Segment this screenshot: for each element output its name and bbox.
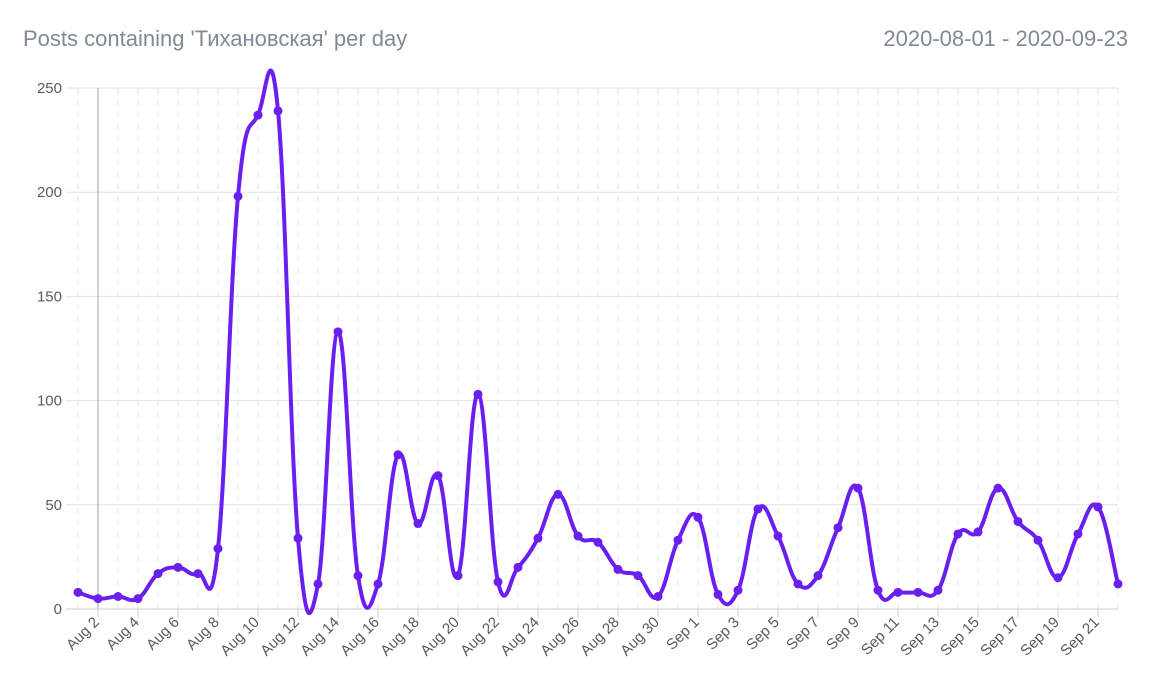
x-tick-label: Sep 7 (783, 614, 823, 654)
x-tick-label: Aug 26 (537, 614, 583, 660)
data-point[interactable] (353, 571, 363, 581)
data-point[interactable] (473, 389, 483, 399)
x-tick-label: Sep 21 (1057, 614, 1103, 660)
y-tick-label: 50 (45, 497, 62, 514)
data-point[interactable] (1013, 516, 1023, 526)
data-point[interactable] (413, 519, 423, 529)
x-tick-label: Sep 3 (703, 614, 743, 654)
data-point[interactable] (813, 571, 823, 581)
data-point[interactable] (433, 471, 443, 481)
x-tick-label: Sep 11 (858, 614, 903, 659)
x-tick-label: Aug 4 (103, 614, 143, 654)
x-tick-label: Sep 1 (663, 614, 703, 654)
data-point[interactable] (653, 591, 663, 601)
data-point[interactable] (633, 571, 643, 581)
data-point[interactable] (593, 537, 603, 547)
data-point[interactable] (253, 110, 263, 120)
x-tick-label: Aug 18 (377, 614, 423, 660)
data-point[interactable] (533, 533, 543, 543)
data-point[interactable] (273, 106, 283, 116)
x-tick-label: Sep 15 (937, 614, 983, 660)
x-tick-label: Sep 13 (897, 614, 943, 660)
data-point[interactable] (553, 489, 563, 499)
data-point[interactable] (753, 504, 763, 514)
y-tick-label: 200 (37, 184, 62, 201)
data-point[interactable] (693, 512, 703, 522)
data-point[interactable] (153, 569, 163, 579)
x-tick-label: Aug 16 (337, 614, 383, 660)
y-tick-label: 250 (37, 80, 62, 97)
data-point[interactable] (213, 544, 223, 554)
y-tick-label: 150 (37, 288, 62, 305)
data-point[interactable] (113, 591, 123, 601)
x-tick-label: Sep 19 (1017, 614, 1063, 660)
data-point[interactable] (493, 577, 503, 587)
axes (66, 88, 1118, 610)
data-point[interactable] (333, 327, 343, 337)
data-point[interactable] (313, 579, 323, 589)
chart-header: Posts containing 'Тихановская' per day 2… (0, 0, 1161, 70)
data-point[interactable] (513, 562, 523, 572)
data-point[interactable] (1093, 502, 1103, 512)
data-point[interactable] (713, 589, 723, 599)
data-point[interactable] (613, 564, 623, 574)
data-point[interactable] (293, 533, 303, 543)
y-tick-label: 100 (37, 393, 62, 410)
data-point[interactable] (1033, 535, 1043, 545)
y-axis-ticks: 0 50 100 150 200 250 (37, 80, 62, 618)
x-tick-label: Aug 14 (297, 614, 343, 660)
data-point[interactable] (193, 569, 203, 579)
data-point[interactable] (133, 594, 143, 604)
data-point[interactable] (673, 535, 683, 545)
data-point[interactable] (773, 531, 783, 541)
series-layer (73, 68, 1123, 615)
data-point[interactable] (233, 191, 243, 201)
data-point[interactable] (733, 585, 743, 595)
x-tick-label: Aug 6 (143, 614, 183, 654)
x-tick-label: Sep 9 (823, 614, 863, 654)
data-point[interactable] (853, 483, 863, 493)
x-tick-label: Aug 10 (217, 614, 263, 660)
x-tick-label: Aug 30 (617, 614, 663, 660)
x-tick-label: Aug 24 (497, 614, 543, 660)
data-point[interactable] (453, 571, 463, 581)
data-point[interactable] (933, 585, 943, 595)
data-point[interactable] (873, 585, 883, 595)
data-point[interactable] (973, 527, 983, 537)
data-point[interactable] (993, 483, 1003, 493)
data-point[interactable] (1053, 573, 1063, 583)
data-point[interactable] (393, 450, 403, 460)
data-point[interactable] (73, 587, 83, 597)
data-point[interactable] (373, 579, 383, 589)
x-tick-label: Aug 12 (257, 614, 303, 660)
x-tick-label: Aug 20 (417, 614, 463, 660)
data-point[interactable] (893, 587, 903, 597)
x-tick-label: Aug 28 (577, 614, 623, 660)
x-tick-label: Sep 17 (977, 614, 1023, 660)
data-point[interactable] (173, 562, 183, 572)
data-point[interactable] (833, 523, 843, 533)
data-point[interactable] (93, 594, 103, 604)
data-point[interactable] (1113, 579, 1123, 589)
data-point[interactable] (1073, 529, 1083, 539)
x-tick-label: Aug 22 (457, 614, 503, 660)
x-tick-label: Sep 5 (743, 614, 783, 654)
y-tick-label: 0 (54, 601, 62, 618)
chart-title: Posts containing 'Тихановская' per day (23, 26, 408, 51)
date-range: 2020-08-01 - 2020-09-23 (883, 26, 1128, 51)
data-point[interactable] (953, 529, 963, 539)
x-tick-label: Aug 2 (63, 614, 103, 654)
data-point[interactable] (573, 531, 583, 541)
data-point[interactable] (793, 579, 803, 589)
data-point[interactable] (913, 587, 923, 597)
